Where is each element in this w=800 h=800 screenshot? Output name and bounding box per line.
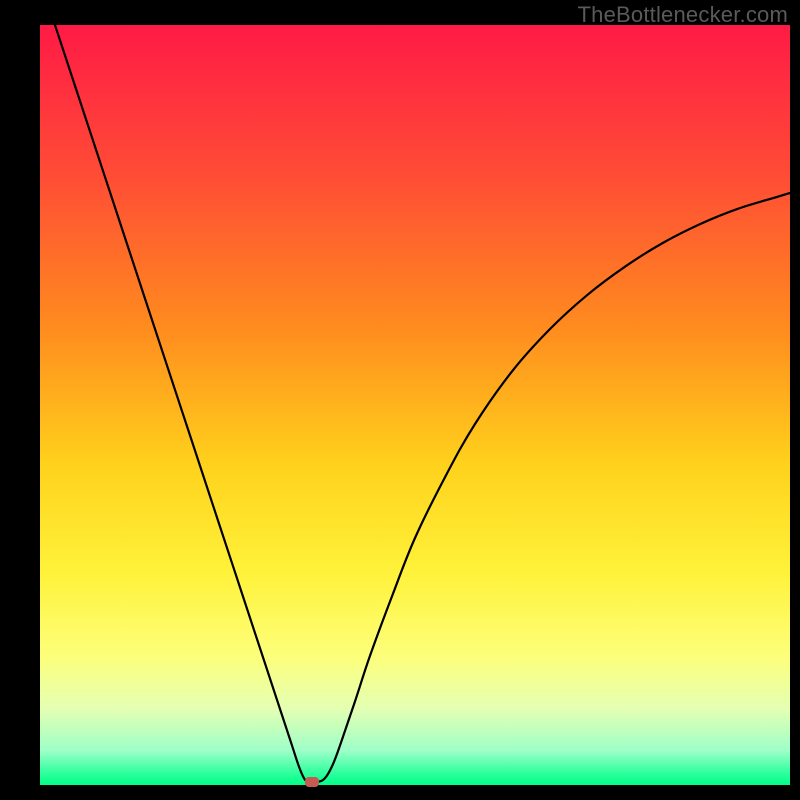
chart-stage: TheBottlenecker.com [0, 0, 800, 800]
plot-gradient-background [40, 25, 790, 785]
optimal-point-marker [305, 777, 319, 787]
watermark-text: TheBottlenecker.com [578, 2, 788, 28]
